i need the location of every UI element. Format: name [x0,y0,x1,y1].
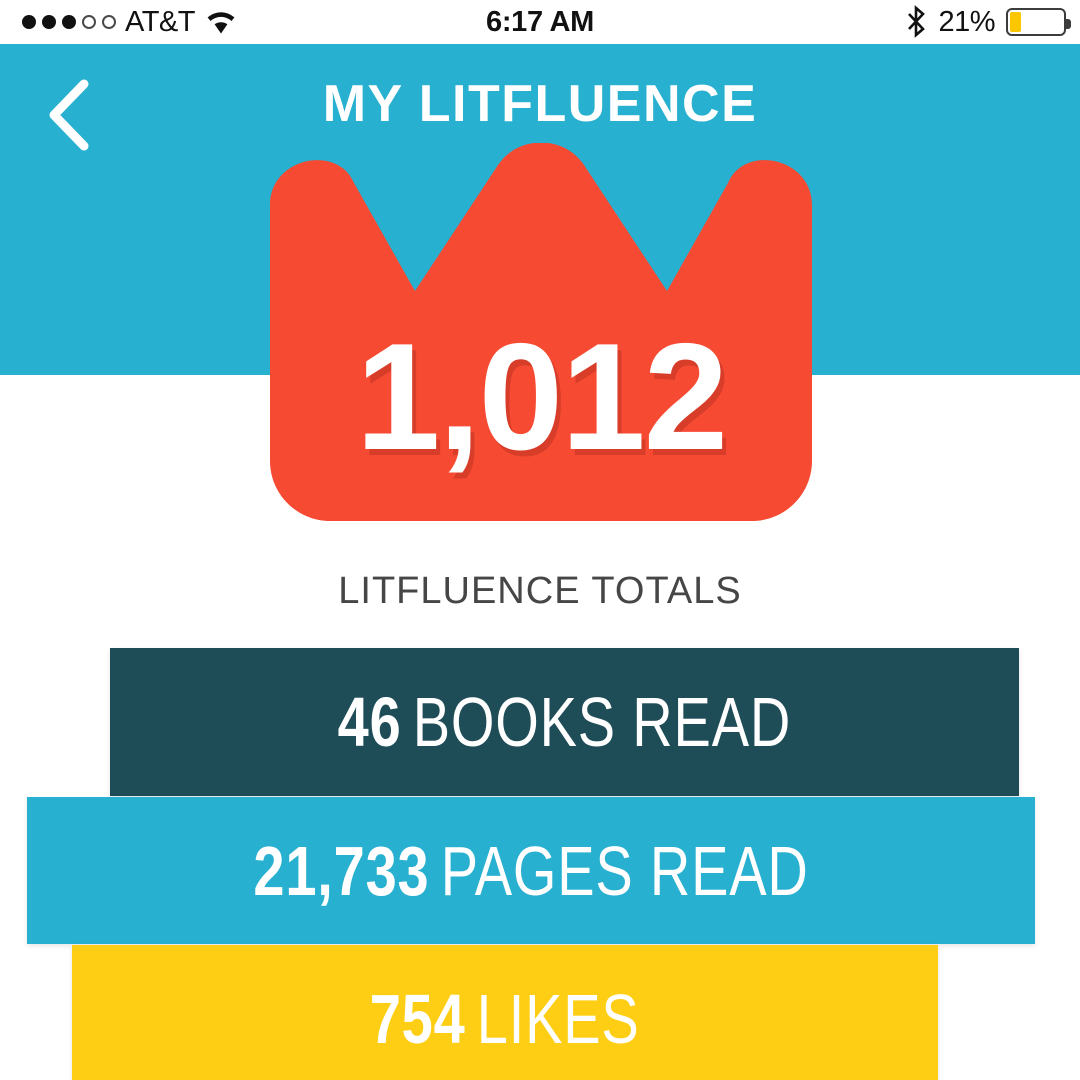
signal-dot-empty [82,15,96,29]
signal-dot-filled [62,15,76,29]
stat-value-pages-read: 21,733 [253,831,430,910]
totals-section-label: LITFLUENCE TOTALS [338,570,742,612]
signal-dot-filled [42,15,56,29]
stat-value-books-read: 46 [337,683,402,761]
stat-text-likes: 754 LIKES [370,984,640,1054]
signal-dot-filled [22,15,36,29]
battery-icon [1006,8,1071,36]
stat-text-books-read: 46 BOOKS READ [338,687,791,757]
stat-text-pages-read: 21,733 PAGES READ [253,836,808,906]
chevron-left-icon [49,79,89,151]
status-bar-clock: 6:17 AM [485,5,595,38]
crown-icon [270,143,812,521]
back-button[interactable] [38,76,102,154]
litfluence-score-value: 1,012 [355,312,728,482]
stat-value-likes: 754 [370,980,466,1058]
page-title: MY LITFLUENCE [322,75,758,133]
status-bar-right: 21% [905,5,1071,39]
carrier-label: AT&T [125,5,195,38]
stat-bar-pages-read[interactable]: 21,733 PAGES READ [27,797,1035,944]
stat-label-pages-read: PAGES READ [440,831,809,910]
bluetooth-icon [908,5,926,38]
stat-bar-books-read[interactable]: 46 BOOKS READ [110,648,1019,796]
stat-label-likes: LIKES [477,980,640,1058]
battery-percentage-label: 21% [938,5,995,38]
wifi-icon [207,12,235,34]
signal-strength-icon [22,15,116,29]
stat-bar-likes[interactable]: 754 LIKES [72,945,938,1080]
stat-label-books-read: BOOKS READ [412,683,792,761]
status-bar: AT&T 6:17 AM 21% [0,0,1080,44]
litfluence-score-badge: 1,012 [270,143,812,521]
battery-fill [1010,12,1021,32]
signal-dot-empty [102,15,116,29]
status-bar-left: AT&T [22,6,238,39]
